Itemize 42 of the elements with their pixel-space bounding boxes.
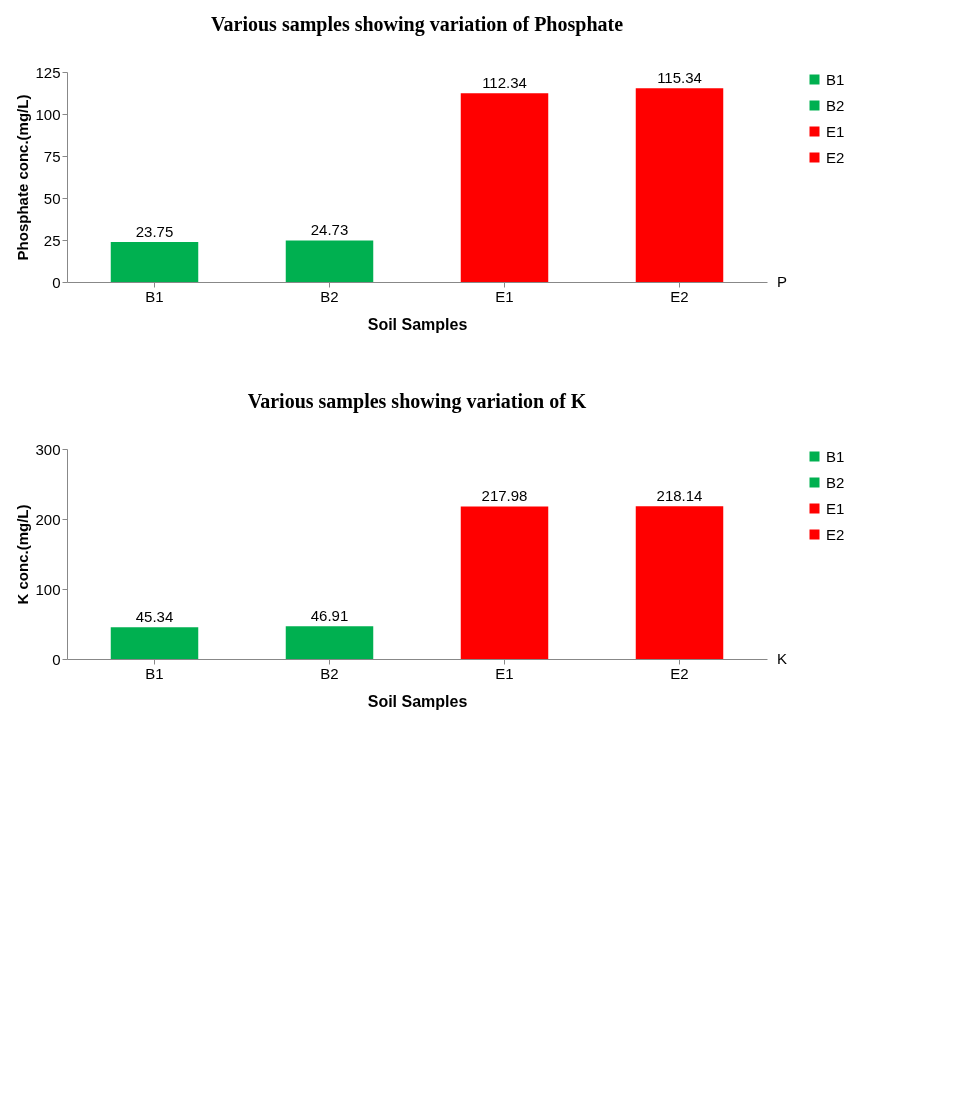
- data-label: 217.98: [481, 487, 528, 505]
- x-tick-label: E1: [495, 287, 514, 305]
- category-label: B1: [826, 447, 845, 465]
- chart-title: Various samples showing variation of K: [247, 390, 587, 413]
- x-tick-label: B1: [145, 664, 164, 682]
- data-label: 112.34: [482, 74, 527, 92]
- y-tick-label: 125: [35, 63, 61, 81]
- data-label: 46.91: [310, 607, 349, 625]
- y-tick-label: 25: [43, 231, 61, 249]
- x-axis-title: Soil Samples: [367, 692, 468, 710]
- y-tick-label: 100: [35, 580, 61, 598]
- chart-title: Various samples showing variation of Phosphate: [210, 13, 624, 36]
- y-tick-label: 200: [35, 510, 61, 528]
- y-tick-label: 300: [35, 440, 61, 458]
- category-label: E1: [826, 499, 845, 517]
- x-tick-label: E2: [670, 287, 689, 305]
- y-tick-label: 0: [52, 650, 61, 668]
- category-label: B2: [826, 96, 845, 114]
- y-tick-label: 0: [52, 273, 61, 291]
- y-axis-title: K conc.(mg/L): [14, 504, 32, 605]
- data-label: 45.34: [135, 608, 174, 626]
- text: K: [777, 650, 788, 667]
- category-label: B1: [826, 70, 845, 88]
- category-label: B2: [826, 473, 845, 491]
- text: P: [777, 273, 788, 290]
- x-tick-label: B2: [320, 287, 339, 305]
- x-tick-label: B1: [145, 287, 164, 305]
- category-label: E1: [826, 122, 845, 140]
- data-label: 218.14: [656, 487, 703, 505]
- data-label: 115.34: [657, 69, 702, 87]
- category-label: E2: [826, 148, 845, 166]
- y-axis-title: Phosphate conc.(mg/L): [14, 94, 32, 261]
- y-tick-label: 50: [43, 189, 61, 207]
- x-tick-label: B2: [320, 664, 339, 682]
- x-tick-label: E2: [670, 664, 689, 682]
- category-label: E2: [826, 525, 845, 543]
- x-axis-title: Soil Samples: [367, 315, 468, 333]
- data-label: 24.73: [310, 221, 349, 239]
- x-tick-label: E1: [495, 664, 514, 682]
- y-tick-label: 100: [35, 105, 61, 123]
- y-tick-label: 75: [43, 147, 61, 165]
- data-label: 23.75: [135, 223, 174, 241]
